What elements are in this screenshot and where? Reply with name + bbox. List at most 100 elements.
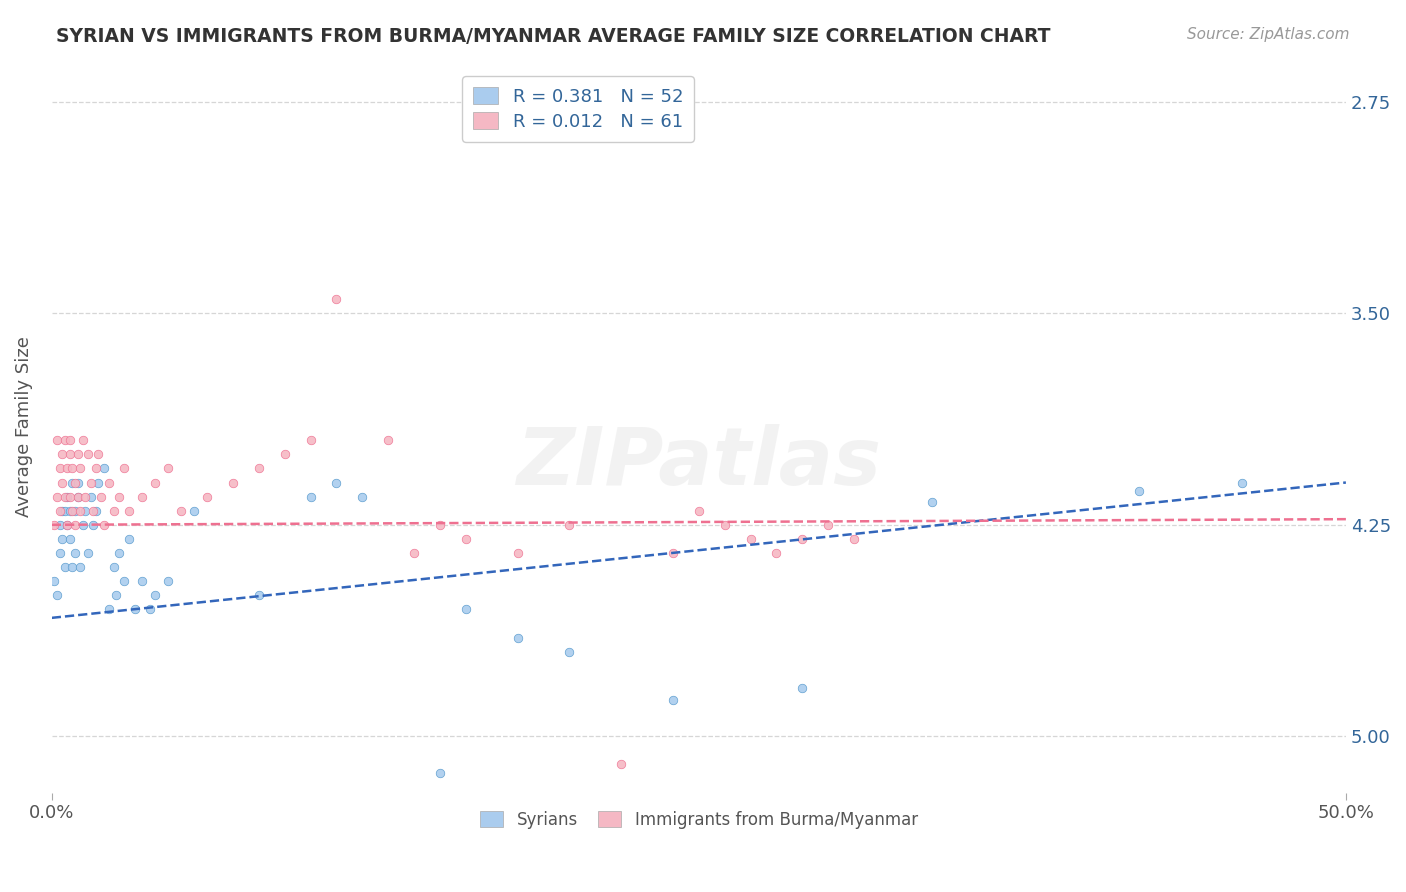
Point xyxy=(44,517,66,532)
Point xyxy=(157,574,180,589)
Point xyxy=(56,517,79,532)
Text: Source: ZipAtlas.com: Source: ZipAtlas.com xyxy=(1187,27,1350,42)
Point xyxy=(222,475,245,490)
Point xyxy=(72,517,94,532)
Point xyxy=(842,532,865,546)
Point xyxy=(45,588,67,602)
Point xyxy=(183,504,205,518)
Point xyxy=(506,546,529,560)
Point xyxy=(124,602,146,616)
Point xyxy=(765,546,787,560)
Point xyxy=(75,490,97,504)
Point xyxy=(59,447,82,461)
Point xyxy=(792,532,814,546)
Point xyxy=(59,434,82,448)
Point xyxy=(72,434,94,448)
Y-axis label: Average Family Size: Average Family Size xyxy=(15,335,32,516)
Point xyxy=(352,490,374,504)
Point xyxy=(48,517,70,532)
Point xyxy=(63,475,86,490)
Point xyxy=(170,504,193,518)
Point xyxy=(97,602,120,616)
Point xyxy=(66,490,89,504)
Point xyxy=(53,560,76,574)
Point xyxy=(688,504,710,518)
Point xyxy=(1232,475,1254,490)
Point xyxy=(77,447,100,461)
Point xyxy=(93,461,115,475)
Text: ZIPatlas: ZIPatlas xyxy=(516,424,882,502)
Point xyxy=(63,546,86,560)
Point xyxy=(105,588,128,602)
Point xyxy=(79,475,101,490)
Point xyxy=(157,461,180,475)
Point xyxy=(103,504,125,518)
Point xyxy=(506,631,529,645)
Point xyxy=(59,490,82,504)
Point xyxy=(66,490,89,504)
Text: SYRIAN VS IMMIGRANTS FROM BURMA/MYANMAR AVERAGE FAMILY SIZE CORRELATION CHART: SYRIAN VS IMMIGRANTS FROM BURMA/MYANMAR … xyxy=(56,27,1050,45)
Point xyxy=(247,588,270,602)
Point xyxy=(69,461,91,475)
Point xyxy=(66,447,89,461)
Point xyxy=(53,490,76,504)
Point xyxy=(108,490,131,504)
Point xyxy=(69,504,91,518)
Point xyxy=(131,574,153,589)
Point xyxy=(404,546,426,560)
Point xyxy=(62,560,84,574)
Point xyxy=(247,461,270,475)
Point xyxy=(325,292,347,306)
Point xyxy=(59,532,82,546)
Point xyxy=(48,461,70,475)
Point xyxy=(817,517,839,532)
Point xyxy=(103,560,125,574)
Point xyxy=(59,504,82,518)
Point xyxy=(82,504,104,518)
Point xyxy=(56,517,79,532)
Point xyxy=(195,490,218,504)
Point xyxy=(662,692,685,706)
Point xyxy=(56,461,79,475)
Point xyxy=(740,532,762,546)
Point xyxy=(454,602,477,616)
Point xyxy=(429,766,451,780)
Point xyxy=(93,517,115,532)
Point xyxy=(51,504,73,518)
Point xyxy=(108,546,131,560)
Point xyxy=(454,532,477,546)
Point xyxy=(610,757,633,772)
Point xyxy=(75,504,97,518)
Point xyxy=(56,490,79,504)
Point xyxy=(48,546,70,560)
Point xyxy=(79,490,101,504)
Point xyxy=(51,475,73,490)
Point xyxy=(1128,483,1150,498)
Point xyxy=(112,461,135,475)
Point xyxy=(558,645,581,659)
Point xyxy=(45,434,67,448)
Point xyxy=(69,560,91,574)
Point xyxy=(299,434,322,448)
Point xyxy=(82,517,104,532)
Point xyxy=(63,517,86,532)
Point xyxy=(63,504,86,518)
Point xyxy=(792,681,814,696)
Point xyxy=(53,504,76,518)
Point xyxy=(62,504,84,518)
Point xyxy=(377,434,399,448)
Point xyxy=(118,532,141,546)
Legend: Syrians, Immigrants from Burma/Myanmar: Syrians, Immigrants from Burma/Myanmar xyxy=(474,805,924,836)
Point xyxy=(51,447,73,461)
Point xyxy=(131,490,153,504)
Point xyxy=(90,490,112,504)
Point xyxy=(87,475,110,490)
Point xyxy=(299,490,322,504)
Point xyxy=(48,504,70,518)
Point xyxy=(273,447,295,461)
Point xyxy=(143,475,166,490)
Point xyxy=(62,475,84,490)
Point xyxy=(84,461,107,475)
Point xyxy=(53,434,76,448)
Point xyxy=(45,490,67,504)
